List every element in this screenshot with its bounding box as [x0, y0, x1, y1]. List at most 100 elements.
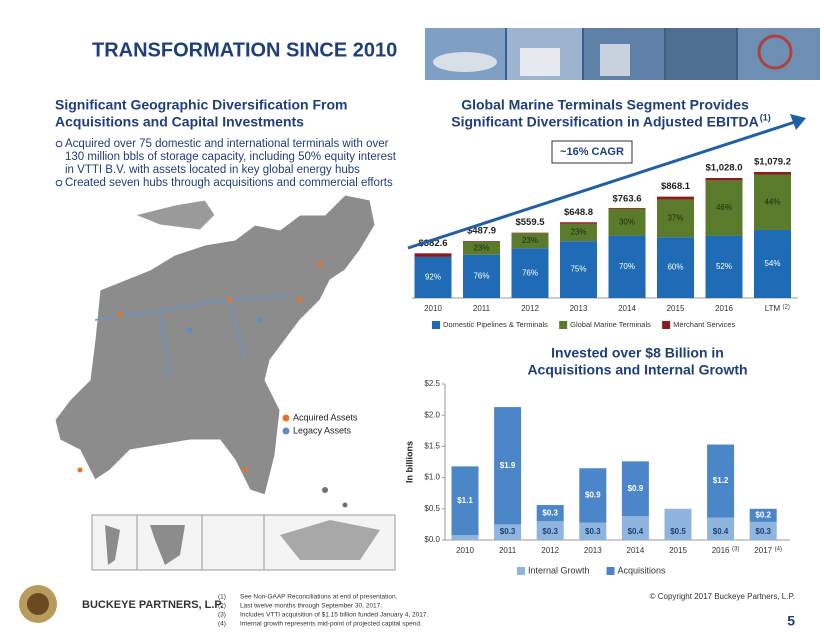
x-tick-label: 2015 [667, 304, 685, 313]
footnote-text: Internal growth represents mid-point of … [240, 621, 422, 628]
map-dot [77, 467, 83, 473]
value-label: $0.4 [713, 527, 729, 536]
value-label: 76% [522, 268, 538, 277]
legend-label: Merchant Services [673, 320, 735, 329]
x-tick-label: 2013 [584, 546, 602, 555]
value-label: 54% [764, 259, 780, 268]
map-dot [317, 262, 323, 268]
bar-segment [707, 444, 735, 518]
bar-segment [536, 521, 564, 540]
value-label: $0.9 [585, 490, 601, 499]
legend-swatch [517, 567, 525, 575]
legend-swatch [662, 321, 671, 329]
footnote-number: (3) [218, 612, 226, 619]
bar-segment [705, 180, 743, 236]
value-label: $0.3 [542, 508, 558, 517]
bar-segment [754, 172, 791, 175]
legend-swatch [282, 414, 290, 422]
x-tick-label: 2010 [456, 546, 474, 555]
bar-segment [511, 248, 549, 298]
chart-title-note: (1) [760, 112, 771, 122]
bar-segment [621, 516, 649, 540]
bar-segment [560, 223, 597, 242]
chart-title: Significant Diversification in Adjusted … [451, 114, 759, 130]
legend-swatch [282, 427, 290, 435]
cagr-arrowhead [790, 114, 806, 130]
total-label: $868.1 [661, 181, 691, 192]
map-dot [227, 297, 233, 303]
y-tick-label: $1.0 [424, 473, 440, 482]
bar-segment [657, 237, 694, 298]
x-tick-label: 2011 [473, 304, 491, 313]
bar-segment [414, 256, 452, 298]
map-dot [257, 317, 263, 323]
map-dot [117, 312, 123, 318]
value-label: 23% [570, 228, 586, 237]
footnote-number: (4) [218, 621, 226, 628]
value-label: 52% [716, 262, 732, 271]
value-label: $0.2 [755, 510, 771, 519]
bar-segment [511, 233, 549, 249]
x-tick-label: 2012 [521, 304, 539, 313]
value-label: 23% [473, 243, 489, 252]
x-tick-label: 2017 [754, 546, 772, 555]
photo [600, 44, 630, 76]
value-label: 92% [425, 273, 441, 282]
bar-segment [754, 174, 791, 230]
bullet-marker [55, 179, 63, 187]
bar-segment [705, 235, 743, 298]
legend-label: Internal Growth [528, 565, 590, 575]
value-label: 46% [716, 203, 732, 212]
legend-label: Domestic Pipelines & Terminals [443, 320, 548, 329]
bullet-text: in VTTI B.V. with assets located in key … [65, 164, 360, 176]
total-label: $559.5 [515, 217, 545, 228]
bar-segment [451, 466, 479, 536]
cagr-arrow [407, 120, 796, 250]
footnote-text: See Non-GAAP Reconciliations at end of p… [240, 594, 398, 601]
bar-segment [511, 232, 549, 234]
legend-label: Global Marine Terminals [570, 320, 651, 329]
map: Acquired Assets Legacy Assets [54, 194, 396, 571]
x-tick-note: (3) [732, 547, 739, 553]
map-dot [297, 297, 303, 303]
logo-mark [27, 593, 49, 615]
total-label: $487.9 [467, 226, 496, 237]
map-island [322, 487, 328, 493]
bar-segment [754, 229, 791, 298]
value-label: $0.9 [628, 484, 644, 493]
total-label: $1,079.2 [754, 157, 791, 168]
y-tick-label: $1.5 [424, 442, 440, 451]
bar-segment [494, 407, 522, 525]
map-dot [242, 467, 248, 473]
copyright: © Copyright 2017 Buckeye Partners, L.P. [650, 592, 795, 601]
bar-segment [536, 505, 564, 522]
map-island [342, 502, 348, 508]
bar-segment [414, 253, 452, 257]
value-label: 23% [522, 236, 538, 245]
footnote-number: (2) [218, 603, 226, 610]
value-label: 76% [473, 271, 489, 280]
bullet-text: 130 million bbls of storage capacity, in… [65, 151, 397, 163]
page-number: 5 [787, 613, 795, 629]
value-label: $0.5 [670, 527, 686, 536]
value-label: 70% [619, 262, 635, 271]
total-label: $382.6 [418, 238, 447, 249]
slide-title: TRANSFORMATION SINCE 2010 [92, 39, 397, 61]
value-label: $0.3 [585, 527, 601, 536]
photo-banner [425, 28, 820, 80]
map-shape [54, 194, 376, 496]
bar-segment [560, 222, 597, 224]
bullet-marker [55, 140, 63, 148]
bar-segment [608, 235, 646, 298]
x-tick-label: 2016 [712, 546, 730, 555]
x-tick-label: 2014 [627, 546, 645, 555]
section-heading: Acquisitions and Capital Investments [55, 114, 304, 130]
bar-segment [621, 461, 649, 517]
map-inset-shape [150, 525, 185, 565]
x-tick-label: 2014 [618, 304, 636, 313]
x-tick-label: LTM [765, 304, 781, 313]
total-label: $1,028.0 [706, 162, 743, 173]
chart-title: Global Marine Terminals Segment Provides [461, 97, 749, 113]
x-tick-note: (2) [783, 305, 790, 311]
map-shape [133, 199, 216, 231]
